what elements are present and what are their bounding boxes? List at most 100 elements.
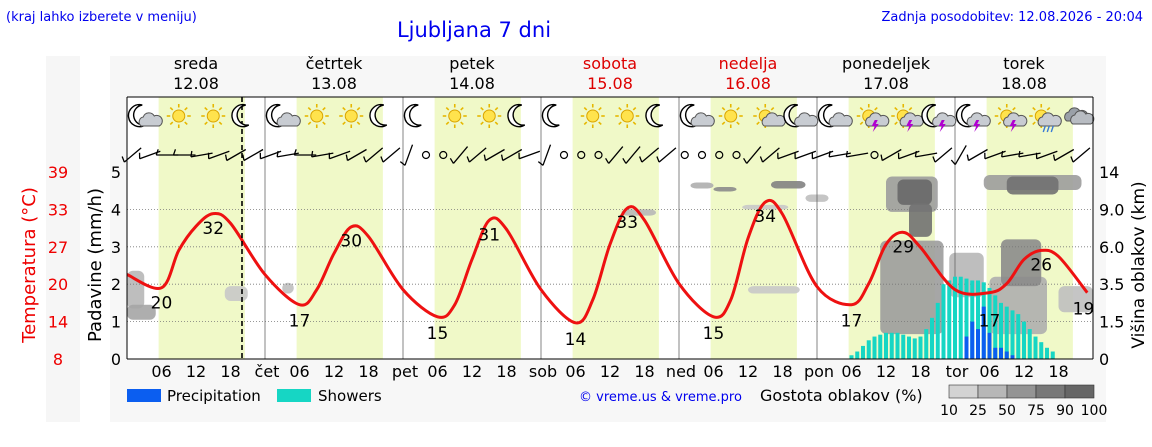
shower-bar [936,303,940,359]
temp-data-label: 33 [616,213,638,233]
cloud-height-tick-label: 3.5 [1099,275,1124,294]
weekday-tick-label: čet [255,362,280,381]
legend-swatch-precipitation [127,389,161,402]
shower-bar [878,335,882,359]
shower-bar [919,337,923,359]
precipitation-bar [970,322,974,359]
shower-bar [924,329,928,359]
day-name: torek [1003,54,1045,73]
shower-bar [896,333,900,359]
hour-tick-label: 18 [910,362,930,381]
wind-barb-feather [846,151,847,157]
precip-tick-label: 1 [111,313,121,332]
y-axis-title-precipitation: Padavine (mm/h) [85,188,106,342]
shower-bar [942,284,946,359]
temp-data-label: 19 [1073,300,1095,320]
temp-data-label: 26 [1030,255,1052,275]
cloud-legend-value: 50 [998,403,1016,419]
temp-data-label: 20 [151,294,173,314]
shower-bar [855,352,859,359]
precipitation-bar [976,329,980,359]
hour-tick-label: 12 [186,362,206,381]
day-date: 14.08 [449,74,495,93]
hour-tick-label: 18 [496,362,516,381]
cloud-height-tick-label: 0 [1099,350,1109,369]
cloud-legend-swatch [1007,385,1036,398]
shower-bar [1005,307,1009,359]
precip-tick-label: 3 [111,238,121,257]
shower-bar [867,340,871,359]
shower-bar [1028,329,1032,359]
weekday-tick-label: sob [529,362,557,381]
cloud-legend-value: 100 [1081,403,1108,419]
day-name: sreda [174,54,218,73]
precipitation-bar [965,337,969,359]
shower-bar [884,333,888,359]
temp-data-label: 31 [478,225,500,245]
hour-tick-label: 12 [324,362,344,381]
shower-bar [913,338,917,359]
shower-bar [959,277,963,359]
sun-disc [725,110,737,122]
precip-tick-label: 0 [111,350,121,369]
shower-bar [1022,322,1026,359]
day-date: 15.08 [587,74,633,93]
precipitation-bar [988,333,992,359]
cloud-legend-swatch [949,385,978,398]
hour-tick-label: 06 [151,362,171,381]
day-name: četrtek [306,54,364,73]
hour-tick-label: 12 [462,362,482,381]
cloud-patch [909,203,932,236]
credit-link[interactable]: © vreme.us & vreme.pro [579,390,742,405]
hour-tick-label: 18 [220,362,240,381]
sun-disc [483,110,495,122]
cloud-height-tick-label: 14 [1099,163,1119,182]
weekday-tick-label: pon [804,362,834,381]
cloud-patch [771,181,806,188]
precip-tick-label: 5 [111,163,121,182]
day-date: 17.08 [863,74,909,93]
weekday-tick-label: ned [666,362,696,381]
temp-data-label: 17 [289,312,311,332]
precipitation-bar [999,348,1003,359]
precipitation-bar [1011,355,1015,359]
cloud-patch [714,187,737,191]
cloud-patch [691,182,714,188]
hour-tick-label: 12 [738,362,758,381]
temp-tick-label: 8 [53,350,63,369]
shower-bar [901,335,905,359]
daylight-band [711,97,797,359]
temp-data-label: 17 [841,312,863,332]
temp-data-label: 32 [202,219,224,239]
wind-barb-feather [915,151,916,157]
day-name: nedelja [719,54,778,73]
temp-data-label: 29 [892,237,914,257]
shower-bar [907,337,911,359]
hour-tick-label: 12 [600,362,620,381]
cloud-legend-swatch [1036,385,1065,398]
sun-disc [621,110,633,122]
cloud-legend-swatch [978,385,1007,398]
shower-bar [1051,352,1055,359]
cloud-legend-swatch [1065,385,1094,398]
cloud-patch [748,286,800,293]
shower-bar [930,318,934,359]
temp-tick-label: 39 [48,163,68,182]
wind-barb-feather [829,151,830,157]
cloud-patch [898,179,933,204]
wind-barb-feather [191,151,192,157]
shower-bar [1039,342,1043,359]
legend-label-showers: Showers [318,387,382,405]
temp-data-label: 15 [427,324,449,344]
temp-tick-label: 14 [48,313,68,332]
temp-tick-label: 27 [48,238,68,257]
cloud-height-tick-label: 1.5 [1099,313,1124,332]
day-date: 18.08 [1001,74,1047,93]
sun-disc [311,110,323,122]
hour-tick-label: 06 [979,362,999,381]
sun-disc [449,110,461,122]
y-axis-title-temperature: Temperatura (°C) [19,187,40,344]
cloud-height-tick-label: 6.0 [1099,238,1124,257]
